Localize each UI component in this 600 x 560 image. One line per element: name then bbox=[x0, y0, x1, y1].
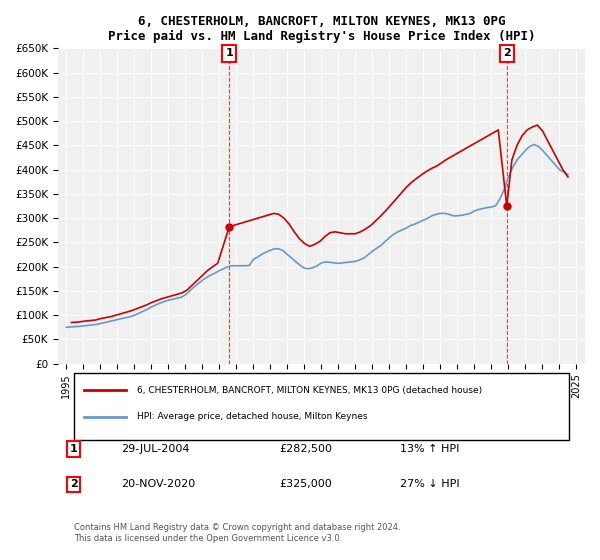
Text: 1: 1 bbox=[70, 444, 77, 454]
Text: 1: 1 bbox=[226, 48, 233, 58]
Text: Contains HM Land Registry data © Crown copyright and database right 2024.
This d: Contains HM Land Registry data © Crown c… bbox=[74, 524, 400, 543]
Text: 2: 2 bbox=[503, 48, 511, 58]
Text: 20-NOV-2020: 20-NOV-2020 bbox=[121, 479, 196, 489]
Text: 2: 2 bbox=[70, 479, 77, 489]
FancyBboxPatch shape bbox=[74, 372, 569, 440]
Text: 13% ↑ HPI: 13% ↑ HPI bbox=[400, 444, 460, 454]
Text: 6, CHESTERHOLM, BANCROFT, MILTON KEYNES, MK13 0PG (detached house): 6, CHESTERHOLM, BANCROFT, MILTON KEYNES,… bbox=[137, 386, 482, 395]
Text: HPI: Average price, detached house, Milton Keynes: HPI: Average price, detached house, Milt… bbox=[137, 413, 367, 422]
Text: £282,500: £282,500 bbox=[279, 444, 332, 454]
Text: 27% ↓ HPI: 27% ↓ HPI bbox=[400, 479, 460, 489]
Text: 29-JUL-2004: 29-JUL-2004 bbox=[121, 444, 190, 454]
Text: £325,000: £325,000 bbox=[279, 479, 332, 489]
Title: 6, CHESTERHOLM, BANCROFT, MILTON KEYNES, MK13 0PG
Price paid vs. HM Land Registr: 6, CHESTERHOLM, BANCROFT, MILTON KEYNES,… bbox=[107, 15, 535, 43]
